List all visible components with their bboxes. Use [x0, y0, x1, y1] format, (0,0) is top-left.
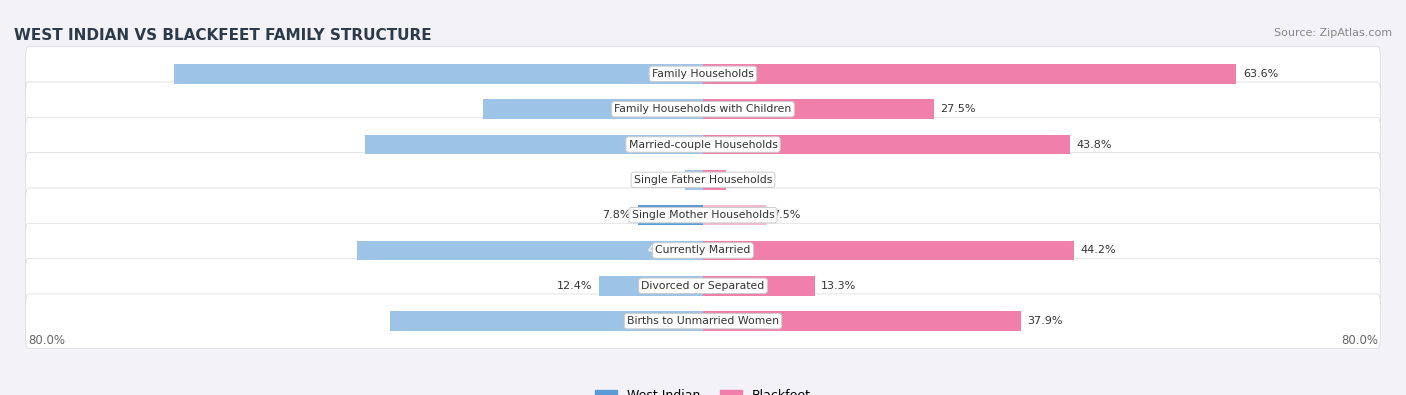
Text: 7.8%: 7.8% [602, 210, 631, 220]
Text: 26.3%: 26.3% [648, 104, 686, 114]
Bar [637, 205, 703, 225]
Text: 80.0%: 80.0% [28, 334, 65, 347]
Legend: West Indian, Blackfeet: West Indian, Blackfeet [591, 384, 815, 395]
Text: WEST INDIAN VS BLACKFEET FAMILY STRUCTURE: WEST INDIAN VS BLACKFEET FAMILY STRUCTUR… [14, 28, 432, 43]
Text: 37.3%: 37.3% [648, 316, 686, 326]
Text: 7.5%: 7.5% [772, 210, 801, 220]
Text: Births to Unmarried Women: Births to Unmarried Women [627, 316, 779, 326]
Text: Family Households with Children: Family Households with Children [614, 104, 792, 114]
Text: 2.2%: 2.2% [650, 175, 678, 185]
FancyBboxPatch shape [25, 294, 1381, 348]
Text: 37.9%: 37.9% [1028, 316, 1063, 326]
Text: 12.4%: 12.4% [557, 281, 592, 291]
Text: Single Mother Households: Single Mother Households [631, 210, 775, 220]
Text: 27.5%: 27.5% [941, 104, 976, 114]
Text: 63.6%: 63.6% [1243, 69, 1278, 79]
Text: 2.7%: 2.7% [733, 175, 761, 185]
Bar [685, 170, 703, 190]
Bar [174, 64, 703, 84]
Bar [357, 241, 703, 260]
Bar [703, 205, 766, 225]
Text: Single Father Households: Single Father Households [634, 175, 772, 185]
Bar [703, 170, 725, 190]
Text: Family Households: Family Households [652, 69, 754, 79]
Bar [391, 311, 703, 331]
Bar [703, 64, 1236, 84]
Text: 80.0%: 80.0% [1341, 334, 1378, 347]
Bar [703, 100, 934, 119]
Bar [703, 276, 814, 295]
Text: 40.3%: 40.3% [648, 139, 686, 150]
Text: 63.1%: 63.1% [648, 69, 686, 79]
FancyBboxPatch shape [25, 117, 1381, 172]
FancyBboxPatch shape [25, 259, 1381, 313]
Text: 41.3%: 41.3% [648, 245, 686, 256]
Bar [482, 100, 703, 119]
FancyBboxPatch shape [25, 47, 1381, 101]
Text: Married-couple Households: Married-couple Households [628, 139, 778, 150]
FancyBboxPatch shape [25, 223, 1381, 278]
Text: Divorced or Separated: Divorced or Separated [641, 281, 765, 291]
Text: Source: ZipAtlas.com: Source: ZipAtlas.com [1274, 28, 1392, 38]
Bar [366, 135, 703, 154]
Text: Currently Married: Currently Married [655, 245, 751, 256]
Bar [599, 276, 703, 295]
Bar [703, 311, 1021, 331]
Bar [703, 241, 1074, 260]
Text: 43.8%: 43.8% [1077, 139, 1112, 150]
Text: 13.3%: 13.3% [821, 281, 856, 291]
Text: 44.2%: 44.2% [1080, 245, 1116, 256]
FancyBboxPatch shape [25, 82, 1381, 136]
Bar [703, 135, 1070, 154]
FancyBboxPatch shape [25, 152, 1381, 207]
FancyBboxPatch shape [25, 188, 1381, 243]
